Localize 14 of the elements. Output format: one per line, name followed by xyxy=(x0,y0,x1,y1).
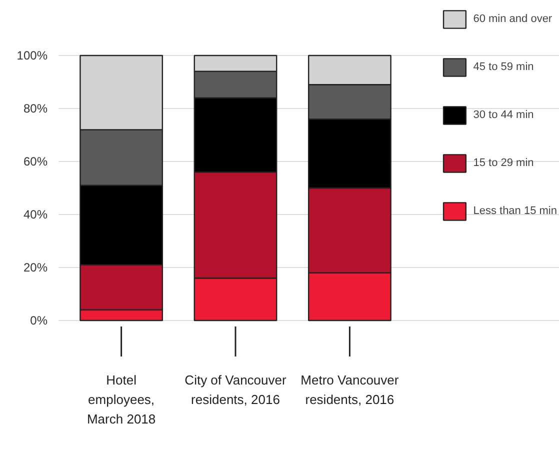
y-tick-label: 20% xyxy=(23,260,48,274)
x-tick-label: Metro Vancouver residents, 2016 xyxy=(300,372,400,407)
y-tick-label: 40% xyxy=(23,208,48,222)
x-tick-label: Hotel employees, March 2018 xyxy=(86,372,156,426)
legend-label: 15 to 29 min xyxy=(473,157,534,169)
legend-label: 60 min and over xyxy=(473,13,552,25)
legend-label: 30 to 44 min xyxy=(473,109,534,121)
y-tick-label: 80% xyxy=(23,102,48,116)
legend-label: Less than 15 min xyxy=(473,205,557,217)
y-tick-label: 60% xyxy=(23,154,48,168)
y-tick-label: 100% xyxy=(16,48,48,62)
x-tick-label: City of Vancouver residents, 2016 xyxy=(184,372,287,407)
legend-label: 45 to 59 min xyxy=(473,61,534,73)
y-tick-label: 0% xyxy=(30,314,48,328)
